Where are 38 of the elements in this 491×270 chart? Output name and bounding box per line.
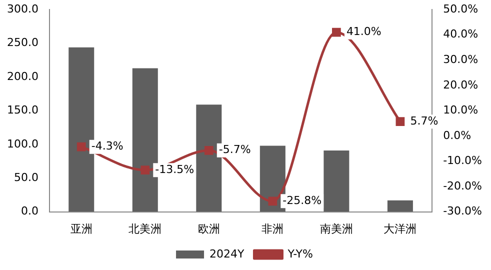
y-tick-label: 100.0 — [6, 137, 38, 150]
x-tick-label: 欧洲 — [198, 222, 220, 236]
y2-tick-label: -20.0% — [443, 179, 482, 192]
y2-tick-label: 50.0% — [443, 2, 478, 16]
point — [332, 28, 341, 37]
y-tick-label: 250.0 — [6, 36, 38, 50]
point — [268, 196, 278, 206]
y-tick-label: 200.0 — [6, 70, 38, 83]
y-tick-label: 0.0 — [20, 204, 38, 218]
y2-tick-label: 30.0% — [443, 53, 478, 66]
data-label: 5.7% — [410, 114, 438, 128]
data-label: -25.8% — [282, 194, 322, 208]
x-tick-label: 北美洲 — [128, 222, 162, 236]
legend-label: Y-Y% — [286, 247, 313, 260]
y2-tick-label: 0.0% — [443, 128, 472, 142]
x-tick-label: 南美洲 — [320, 222, 353, 236]
y2-tick-label: 20.0% — [443, 78, 478, 92]
y-tick-label: 300.0 — [6, 2, 38, 16]
bar — [387, 200, 413, 212]
point — [396, 117, 405, 126]
point — [76, 142, 86, 152]
data-label: -4.3% — [91, 140, 124, 153]
y-tick-label: 150.0 — [6, 104, 38, 117]
point — [204, 146, 214, 155]
y2-tick-label: 10.0% — [443, 104, 478, 117]
y2-tick-label: -10.0% — [443, 154, 482, 168]
y2-tick-label: 40.0% — [443, 28, 478, 41]
bar — [324, 150, 350, 212]
x-tick-label: 大洋洲 — [384, 222, 417, 236]
data-label: -13.5% — [155, 162, 194, 176]
point — [140, 166, 150, 175]
data-label: 41.0% — [346, 25, 382, 38]
y2-tick-label: -30.0% — [443, 204, 482, 218]
x-tick-label: 非洲 — [262, 222, 284, 236]
data-label: -5.7% — [218, 143, 251, 156]
x-tick-label: 亚洲 — [70, 222, 92, 236]
legend-label: 2024Y — [210, 247, 245, 260]
y-tick-label: 50.0 — [14, 170, 38, 184]
